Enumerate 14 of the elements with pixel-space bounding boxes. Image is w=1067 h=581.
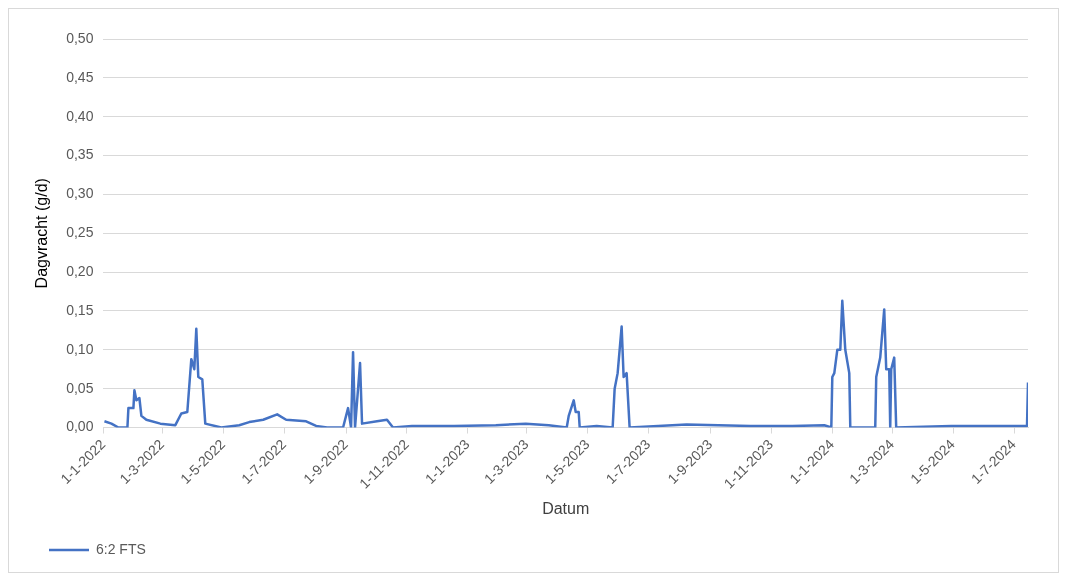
y-tick-label: 0,30: [66, 185, 94, 202]
y-tick-label: 0,40: [66, 107, 94, 124]
y-tick-label: 0,25: [66, 224, 94, 241]
y-tick-label: 0,00: [66, 418, 94, 435]
y-tick-label: 0,45: [66, 68, 94, 85]
y-tick-label: 0,05: [66, 379, 94, 396]
y-axis-title: Dagvracht (g/d): [33, 178, 51, 289]
y-tick-label: 0,20: [66, 262, 94, 279]
legend-label: 6:2 FTS: [96, 540, 146, 557]
y-tick-label: 0,10: [66, 340, 94, 357]
x-axis-title: Datum: [542, 499, 590, 517]
y-tick-label: 0,50: [66, 29, 94, 46]
y-tick-label: 0,35: [66, 146, 94, 163]
y-tick-label: 0,15: [66, 301, 94, 318]
